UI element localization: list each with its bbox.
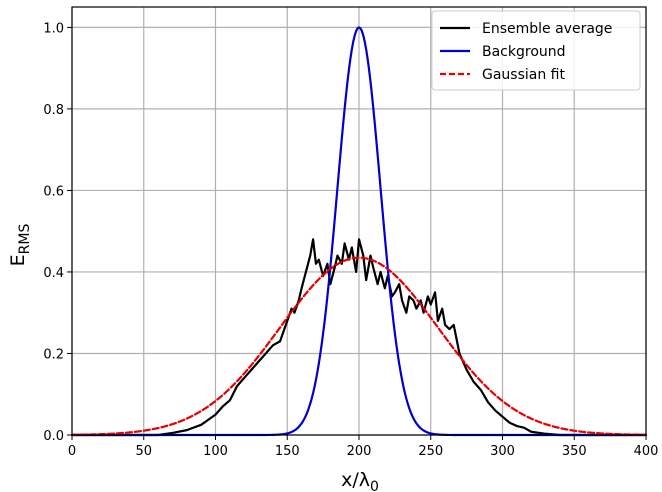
y-tick-label: 0.6: [43, 184, 64, 199]
y-axis-label-main: E: [7, 254, 29, 266]
legend-label-gaussian-fit: Gaussian fit: [482, 67, 565, 83]
legend-label-ensemble-average: Ensemble average: [482, 21, 612, 37]
x-tick-label: 0: [68, 444, 76, 459]
y-tick-label: 1.0: [43, 21, 64, 36]
legend: Ensemble average Background Gaussian fit: [431, 10, 641, 91]
x-tick-label: 100: [203, 444, 228, 459]
x-tick-label: 150: [275, 444, 300, 459]
legend-label-background: Background: [482, 44, 566, 60]
x-tick-label: 400: [634, 444, 659, 459]
y-tick-label: 0.2: [43, 347, 64, 362]
x-axis-label: x/λ0: [341, 469, 379, 492]
x-tick-label: 300: [490, 444, 515, 459]
x-tick-label: 200: [347, 444, 372, 459]
y-tick-label: 0.0: [43, 429, 64, 444]
x-axis-label-main: x/λ: [341, 469, 370, 491]
axis-ticks: 0 50 100 150 200 250 300 350 400 0.0 0.2 0.4 0.6 0.8 1…: [43, 21, 658, 459]
y-tick-label: 0.8: [43, 103, 64, 118]
series-line-gaussian-fit: [70, 256, 648, 436]
y-tick-label: 0.4: [43, 266, 64, 281]
legend-box: [431, 10, 641, 91]
x-tick-label: 50: [135, 444, 152, 459]
y-axis-label-sub: RMS: [17, 224, 33, 255]
x-axis-label-sub: 0: [370, 479, 379, 492]
y-axis-label: ERMS: [7, 224, 33, 267]
x-tick-label: 250: [418, 444, 443, 459]
grid-lines: [71, 7, 647, 436]
x-tick-label: 350: [562, 444, 587, 459]
